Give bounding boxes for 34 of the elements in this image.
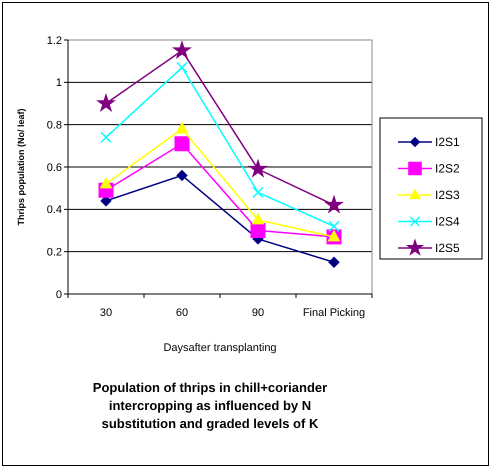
point: [252, 186, 264, 198]
legend-label: I2S5: [435, 241, 460, 256]
point: [97, 94, 115, 112]
x-axis-title: Daysafter transplanting: [163, 342, 277, 354]
y-tick-label: 1: [56, 77, 62, 90]
text: Population of thrips in chill+coriander intercropping as influenced by N substitution and graded levels of K: [92, 380, 328, 431]
legend-label: I2S4: [435, 214, 460, 229]
y-tick-label: 0.4: [46, 204, 62, 216]
point: [176, 62, 188, 74]
y-tick-label: 0: [56, 288, 62, 301]
y-tick-label: 0.8: [46, 120, 62, 132]
point: [176, 122, 188, 134]
point: [252, 213, 264, 224]
x-tick-label: 30: [100, 307, 112, 319]
point: [100, 177, 112, 188]
point: [250, 223, 266, 238]
point: [249, 160, 267, 177]
point: [174, 136, 190, 152]
y-tick-label: 1.2: [46, 34, 62, 47]
y-axis-title: Thrips population (No/ leaf): [16, 108, 26, 226]
x-tick-label: 90: [252, 307, 264, 319]
x-tick-label: 60: [176, 307, 188, 319]
point: [176, 170, 188, 181]
point: [325, 196, 343, 213]
point: [328, 256, 340, 268]
point: [100, 132, 112, 144]
point: [173, 41, 191, 58]
legend-label: I2S2: [435, 162, 460, 176]
y-tick-label: 0.2: [46, 246, 62, 259]
y-tick-label: 0.6: [46, 162, 62, 174]
point: [328, 220, 340, 232]
legend-label: I2S3: [435, 188, 460, 202]
legend-label: I2S1: [435, 135, 460, 150]
x-tick-label: Final Picking: [302, 307, 366, 319]
